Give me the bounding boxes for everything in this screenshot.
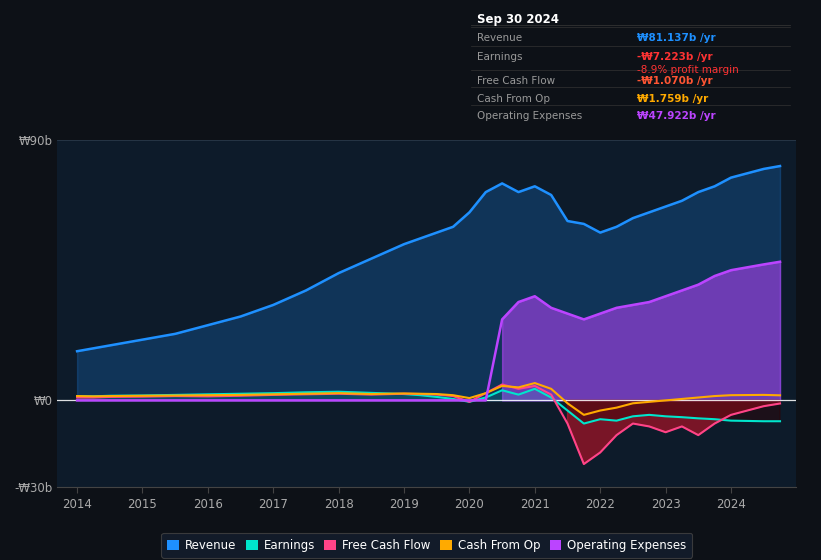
Text: Earnings: Earnings [477, 52, 523, 62]
Text: Sep 30 2024: Sep 30 2024 [477, 13, 559, 26]
Text: -8.9% profit margin: -8.9% profit margin [637, 64, 739, 74]
Text: -₩7.223b /yr: -₩7.223b /yr [637, 52, 713, 62]
Text: -₩1.070b /yr: -₩1.070b /yr [637, 76, 713, 86]
Text: Revenue: Revenue [477, 33, 522, 43]
Text: ₩81.137b /yr: ₩81.137b /yr [637, 33, 715, 43]
Text: Free Cash Flow: Free Cash Flow [477, 76, 555, 86]
Legend: Revenue, Earnings, Free Cash Flow, Cash From Op, Operating Expenses: Revenue, Earnings, Free Cash Flow, Cash … [162, 533, 692, 558]
Text: ₩1.759b /yr: ₩1.759b /yr [637, 94, 708, 104]
Text: Operating Expenses: Operating Expenses [477, 111, 582, 121]
Text: ₩47.922b /yr: ₩47.922b /yr [637, 111, 715, 121]
Text: Cash From Op: Cash From Op [477, 94, 550, 104]
